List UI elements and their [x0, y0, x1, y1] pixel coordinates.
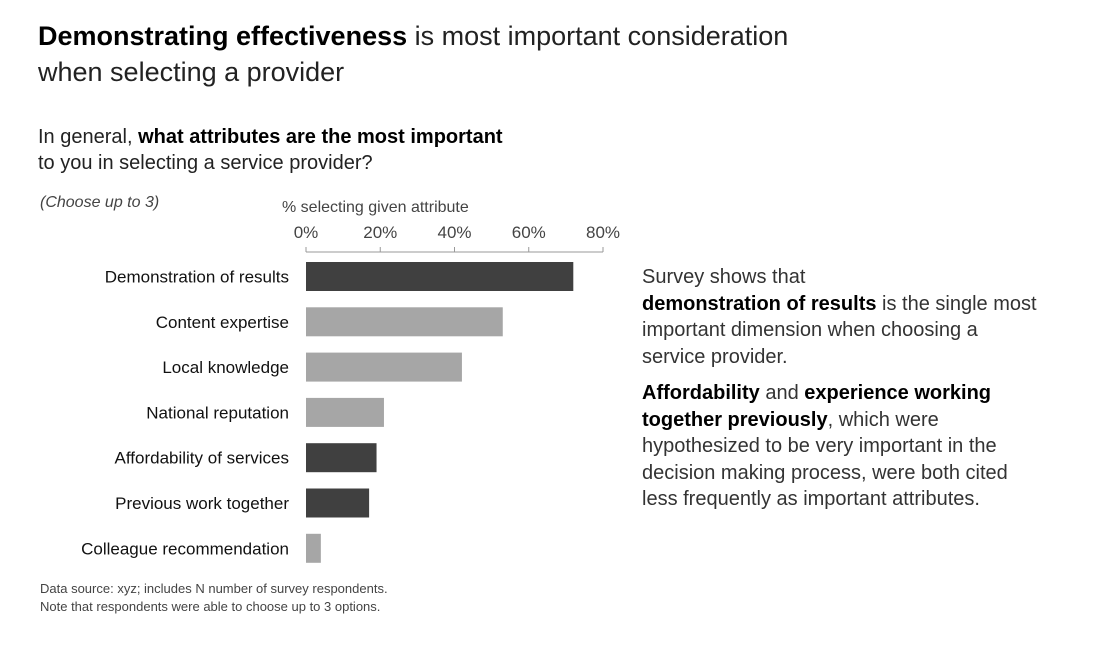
bar — [306, 262, 574, 291]
commentary-p2-bold1: Affordability — [642, 382, 760, 404]
question-line2: to you in selecting a service provider? — [38, 152, 373, 174]
x-tick-label: 20% — [363, 223, 397, 242]
data-source-note: Data source: xyz; includes N number of s… — [40, 580, 388, 616]
question-prefix: In general, — [38, 126, 139, 148]
source-line1: Data source: xyz; includes N number of s… — [40, 581, 388, 596]
category-label: Local knowledge — [162, 358, 289, 377]
commentary-p2-a: and — [759, 382, 805, 404]
x-tick-label: 40% — [437, 223, 471, 242]
survey-question: In general, what attributes are the most… — [38, 124, 503, 176]
question-instruction: (Choose up to 3) — [40, 194, 160, 211]
bar-chart: 0% 20% 40% 60% 80% Demonstration of results Co… — [81, 223, 620, 563]
x-tick-label: 0% — [294, 223, 319, 242]
title-rest: is most important consideration — [407, 21, 789, 51]
title-bold: Demonstrating effectiveness — [38, 21, 408, 51]
category-label: Demonstration of results — [105, 268, 289, 287]
commentary-p2-bold2: experience working together previously — [642, 382, 992, 431]
x-axis-title: % selecting given attribute — [282, 199, 469, 216]
commentary-p1-b: is the single most important dimension w… — [642, 292, 1037, 368]
category-label: Content expertise — [156, 313, 289, 332]
commentary-paragraph-2: Affordability and experience working tog… — [642, 380, 1042, 513]
bar — [306, 352, 462, 382]
commentary-paragraph-1: Survey shows that demonstration of resul… — [642, 264, 1042, 370]
source-line2: Note that respondents were able to choos… — [40, 599, 381, 614]
title-line2: when selecting a provider — [38, 57, 345, 87]
bar — [306, 443, 377, 473]
commentary-p1-bold: demonstration of results — [642, 292, 877, 315]
bar — [306, 307, 503, 337]
bar — [306, 397, 384, 427]
commentary-p2-b: , which were hypothesized to be very imp… — [642, 408, 1008, 511]
commentary-p1-a: Survey shows that — [642, 266, 806, 288]
slide-title: Demonstrating effectiveness is most impo… — [38, 18, 788, 90]
category-label: Previous work together — [115, 494, 289, 513]
bar — [306, 488, 370, 518]
category-label: Affordability of services — [115, 449, 289, 468]
bar — [306, 533, 321, 563]
commentary-panel: Survey shows that demonstration of resul… — [642, 264, 1042, 523]
category-label: Colleague recommendation — [81, 539, 289, 558]
category-label: National reputation — [146, 403, 289, 422]
question-bold: what attributes are the most important — [138, 126, 503, 148]
x-tick-label: 60% — [512, 223, 546, 242]
x-tick-label: 80% — [586, 223, 620, 242]
